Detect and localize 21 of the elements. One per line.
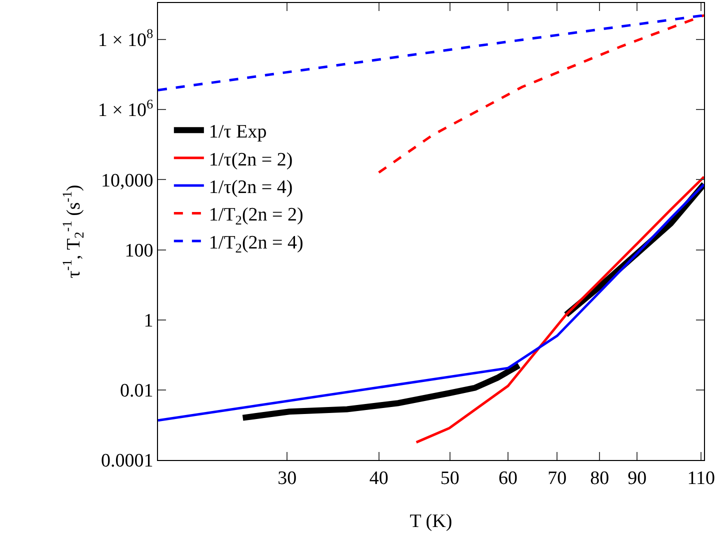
legend-label: 1/τ(2n = 2) — [208, 149, 293, 170]
y-tick-label: 1 — [144, 310, 154, 332]
y-tick-label: 100 — [124, 240, 154, 262]
x-tick-label: 30 — [278, 468, 297, 489]
x-tick-label: 90 — [628, 468, 647, 489]
legend-label: 1/τ Exp — [208, 122, 267, 143]
legend-label: 1/τ(2n = 4) — [208, 176, 293, 198]
legend-label: 1/T$_{2}$(2n = 2) — [208, 204, 304, 228]
x-axis-title: T (K) — [410, 511, 452, 532]
y-tick-label: 1 × 10$^{8}$ — [98, 26, 154, 52]
x-tick-label: 50 — [440, 468, 460, 489]
y-tick-label: 0.0001 — [100, 450, 154, 472]
y-tick-label: 10,000 — [100, 170, 154, 192]
x-tick-label: 60 — [498, 468, 518, 489]
y-tick-label: 0.01 — [120, 380, 154, 402]
y-tick-label: 1 × 10$^{6}$ — [98, 96, 154, 122]
legend-label: 1/T$_{2}$(2n = 4) — [208, 232, 304, 256]
x-tick-label: 40 — [369, 468, 388, 489]
x-tick-label: 80 — [590, 468, 610, 489]
x-tick-label: 110 — [687, 468, 716, 489]
x-tick-label: 70 — [548, 468, 567, 489]
